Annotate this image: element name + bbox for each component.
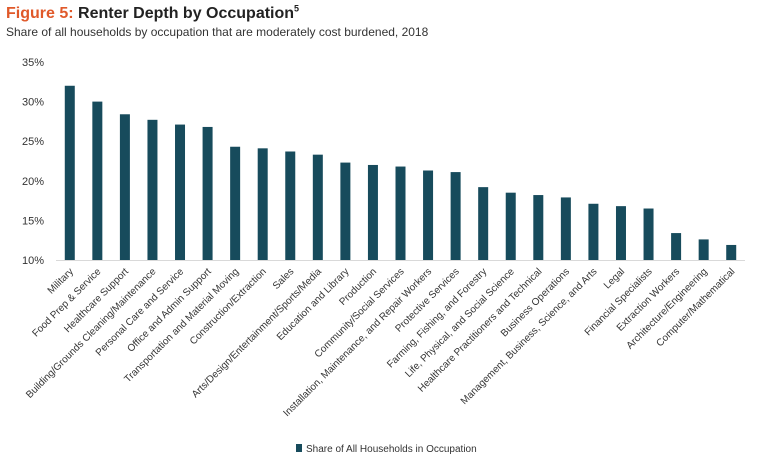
y-tick-label: 30% [22,97,44,109]
bar [367,164,378,260]
title-footnote: 5 [294,3,300,14]
chart-subtitle: Share of all households by occupation th… [6,25,429,39]
bar [560,197,571,260]
bar [340,162,351,260]
bar [505,192,516,260]
chart-title: Figure 5: Renter Depth by Occupation5 [6,4,428,24]
bar [312,154,323,260]
bar [92,101,103,260]
bar [588,203,599,260]
legend-swatch [296,444,302,452]
bar [643,208,654,260]
bar [257,148,268,260]
bar [175,124,186,261]
y-tick-label: 10% [22,255,44,267]
y-tick-label: 35% [22,57,44,69]
bar [671,233,682,260]
bar [230,146,241,260]
bar [395,166,406,260]
y-tick-label: 15% [22,215,44,227]
bar [726,244,737,260]
legend-label: Share of All Households in Occupation [306,444,477,455]
x-tick-label: Legal [602,266,627,291]
bar [423,170,434,260]
y-tick-label: 25% [22,136,44,148]
bar [64,85,75,260]
chart-header: Figure 5: Renter Depth by Occupation5 Sh… [6,4,428,39]
bar [450,172,461,260]
bar [285,151,296,260]
bar [202,126,213,260]
bar [615,206,626,260]
bar [698,239,709,260]
figure-label: Figure 5: [6,5,74,22]
x-tick-label: Sales [271,266,296,291]
title-text: Renter Depth by Occupation [78,5,295,22]
bar [119,114,130,260]
bar [478,187,489,260]
x-tick-label: Arts/Design/Entertainment/Sports/Media [190,266,324,400]
bar [533,195,544,260]
bar [147,119,158,260]
y-tick-label: 20% [22,176,44,188]
